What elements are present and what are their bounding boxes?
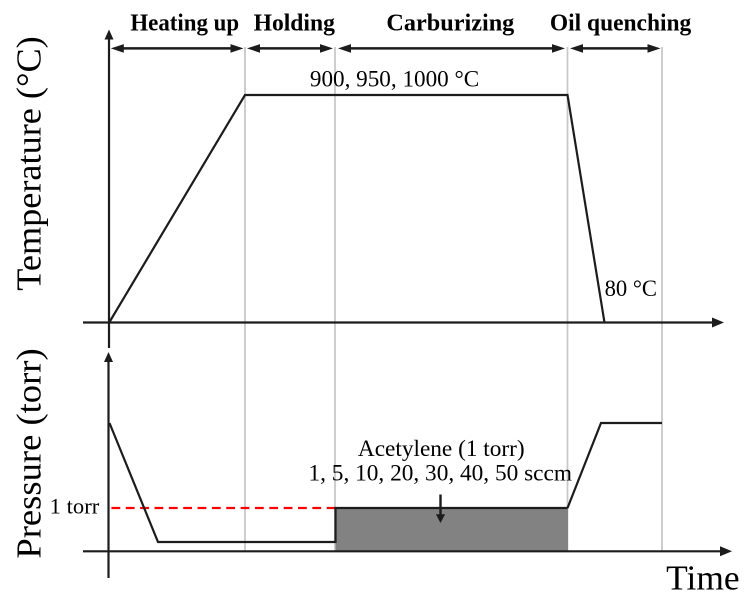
svg-text:1, 5, 10, 20, 30, 40, 50 sccm: 1, 5, 10, 20, 30, 40, 50 sccm bbox=[309, 461, 573, 486]
svg-text:Acetylene (1 torr): Acetylene (1 torr) bbox=[358, 436, 525, 461]
svg-text:Heating up: Heating up bbox=[130, 10, 239, 36]
svg-text:Oil quenching: Oil quenching bbox=[550, 10, 691, 36]
svg-text:Time: Time bbox=[666, 559, 740, 598]
svg-text:80 °C: 80 °C bbox=[605, 276, 657, 301]
svg-text:Pressure (torr): Pressure (torr) bbox=[10, 348, 49, 558]
svg-text:Carburizing: Carburizing bbox=[386, 10, 514, 36]
svg-text:Holding: Holding bbox=[254, 10, 335, 36]
svg-text:1 torr: 1 torr bbox=[50, 494, 100, 519]
svg-text:Temperature (°C): Temperature (°C) bbox=[10, 36, 49, 291]
svg-text:900, 950, 1000 °C: 900, 950, 1000 °C bbox=[310, 67, 479, 92]
